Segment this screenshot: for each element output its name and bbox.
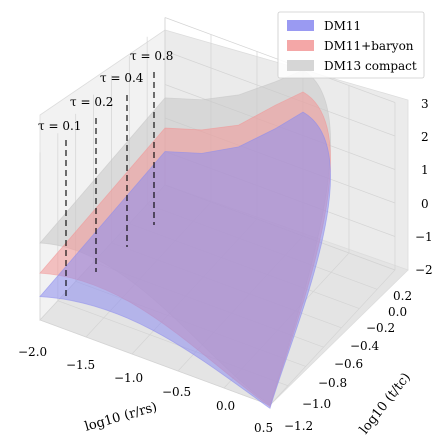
- legend-label-dm13: DM13 compact: [324, 59, 417, 73]
- z-tick-label: 3: [421, 97, 429, 111]
- z-tick-label: 2: [421, 130, 429, 144]
- surfaces: [39, 69, 331, 410]
- y-tick-label: 0.0: [388, 305, 407, 319]
- x-tick-label: 0.5: [254, 421, 273, 435]
- y-tick-label: −0.4: [350, 339, 380, 353]
- legend-swatch-dm13: [287, 60, 314, 71]
- tau-label-4: τ = 0.8: [130, 49, 173, 63]
- y-axis-label: log10 (t/tc): [357, 370, 414, 437]
- legend-label-dm11: DM11: [324, 19, 361, 33]
- x-axis-label: log10 (r/rs): [83, 400, 159, 435]
- surface-dm11: [39, 111, 331, 410]
- legend-swatch-dm11: [287, 20, 314, 31]
- tau-label-2: τ = 0.2: [70, 95, 113, 109]
- grid-line: [39, 152, 271, 406]
- tau-label-3: τ = 0.4: [100, 71, 144, 85]
- z-tick-label: −2: [415, 263, 433, 277]
- y-tick-label: −1.2: [284, 419, 313, 433]
- legend-label-dm11-baryon: DM11+baryon: [324, 39, 414, 53]
- y-tick-label: −1.0: [302, 397, 331, 411]
- x-tick-label: −0.5: [162, 385, 191, 399]
- z-tick-label: 1: [421, 163, 429, 177]
- x-tick-labels: −2.0 −1.5 −1.0 −0.5 0.0 0.5: [18, 345, 273, 435]
- legend-swatch-dm11-baryon: [287, 40, 314, 51]
- legend-box: [277, 11, 425, 79]
- x-tick-label: −1.5: [66, 358, 95, 372]
- tau-label-1: τ = 0.1: [38, 119, 81, 133]
- z-tick-labels: −2 −1 0 1 2 3: [415, 97, 433, 277]
- x-tick-label: −2.0: [18, 345, 47, 359]
- z-tick-label: 0: [421, 197, 429, 211]
- legend: DM11 DM11+baryon DM13 compact: [277, 11, 425, 79]
- x-tick-label: 0.0: [216, 399, 235, 413]
- y-tick-labels: −1.2 −1.0 −0.8 −0.6 −0.4 −0.2 0.0 0.2: [284, 289, 412, 433]
- z-tick-label: −1: [415, 230, 433, 244]
- x-tick-label: −1.0: [114, 371, 143, 385]
- y-tick-label: 0.2: [393, 289, 412, 303]
- y-tick-label: −0.6: [334, 357, 363, 371]
- y-tick-label: −0.2: [366, 321, 395, 335]
- y-tick-label: −0.8: [318, 376, 347, 390]
- tau-lines: [65, 72, 155, 298]
